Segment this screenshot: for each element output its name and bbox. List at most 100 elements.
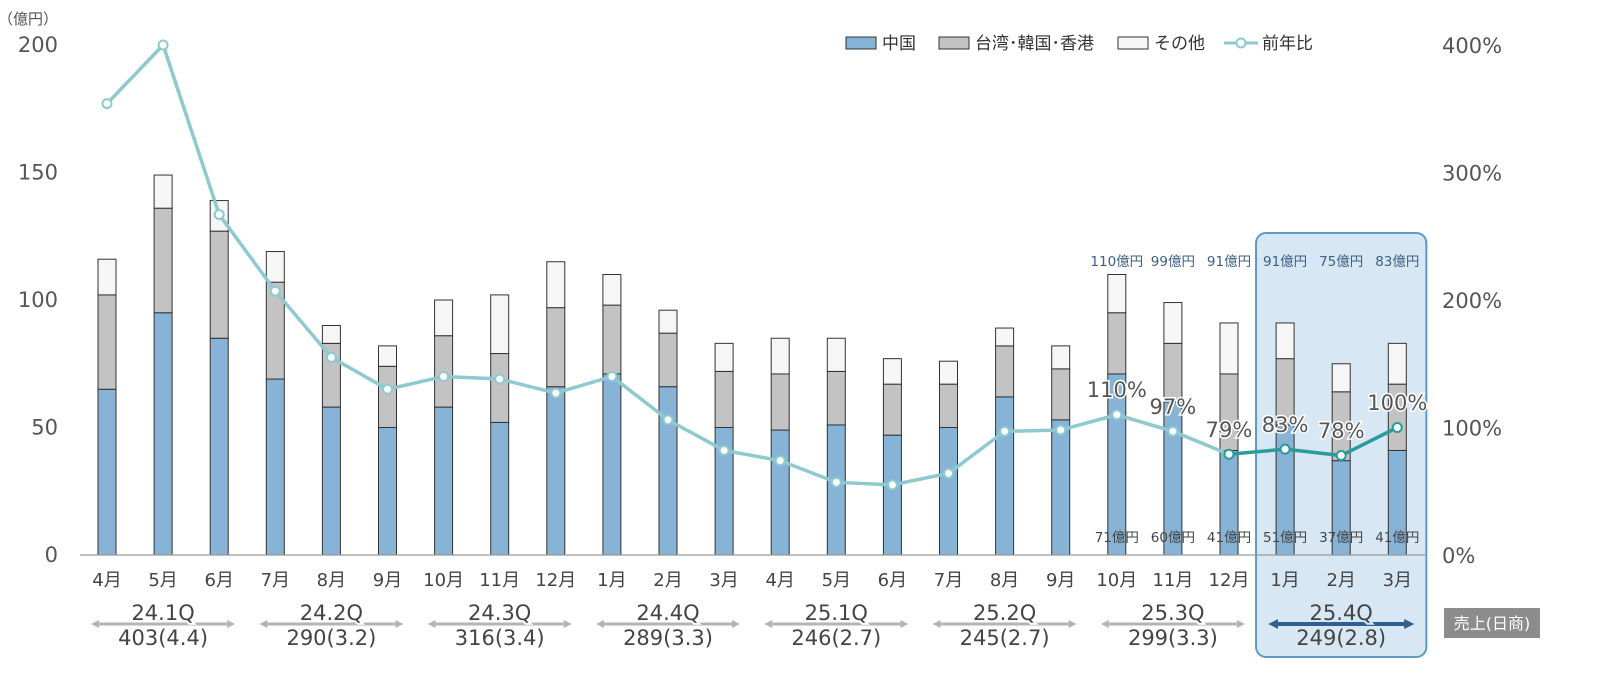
- china-label: 60億円: [1151, 530, 1195, 546]
- bar-segment-other: [153, 174, 173, 209]
- left-axis-tick: 200: [18, 33, 58, 57]
- yoy-marker: [1279, 443, 1291, 455]
- x-axis-tick: 12月: [1209, 570, 1250, 591]
- yoy-line-path-highlight: [1228, 425, 1399, 458]
- quarter-sales: 290(3.2): [286, 626, 376, 650]
- legend-label-yoy: 前年比: [1262, 34, 1313, 54]
- bar-segment-china: [97, 388, 117, 556]
- legend-swatch-other: [1117, 36, 1149, 50]
- china-label: 37億円: [1319, 530, 1363, 546]
- x-axis-tick: 9月: [1046, 570, 1075, 591]
- quarter-label: 24.1Q: [131, 601, 194, 625]
- yoy-marker: [662, 414, 674, 426]
- quarter-sales: 299(3.3): [1128, 626, 1218, 650]
- bar-segment-other: [321, 325, 341, 344]
- bar-segment-china: [995, 396, 1015, 556]
- x-axis-tick: 9月: [373, 570, 402, 591]
- x-axis-tick: 4月: [92, 570, 121, 591]
- quarter-label: 24.4Q: [636, 601, 699, 625]
- quarter-label: 25.2Q: [973, 601, 1036, 625]
- left-axis-tick: 50: [31, 416, 58, 440]
- left-axis-tick: 0: [45, 543, 58, 567]
- x-axis-tick: 2月: [653, 570, 682, 591]
- right-axis: 0% 100% 200% 300% 400%: [1442, 34, 1502, 568]
- bar-segment-taiwan: [97, 294, 117, 390]
- quarter-sales: 289(3.3): [623, 626, 713, 650]
- x-axis-tick: 5月: [822, 570, 851, 591]
- bars: [97, 174, 1407, 556]
- sales-tag-bg: [1444, 608, 1540, 638]
- bar-segment-taiwan: [882, 383, 902, 436]
- yoy-pct-label: 110%: [1087, 378, 1147, 402]
- bar-segment-taiwan: [490, 353, 510, 423]
- bar-segment-taiwan: [1163, 342, 1183, 403]
- bar-segment-taiwan: [1107, 312, 1127, 375]
- total-label: 91億円: [1263, 254, 1307, 270]
- yoy-pct-label: 100%: [1367, 391, 1427, 415]
- bar-segment-china: [490, 421, 510, 556]
- yoy-marker: [1111, 409, 1123, 421]
- bar-segment-taiwan: [995, 345, 1015, 398]
- bar-segment-china: [826, 424, 846, 556]
- bar-segment-taiwan: [209, 230, 229, 339]
- yoy-marker: [1335, 450, 1347, 462]
- right-axis-tick: 200%: [1442, 289, 1502, 313]
- yoy-marker: [774, 455, 786, 467]
- quarter-label: 25.1Q: [805, 601, 868, 625]
- china-label: 41億円: [1375, 530, 1419, 546]
- yoy-marker: [438, 371, 450, 382]
- yoy-marker: [943, 467, 954, 479]
- right-axis-tick: 300%: [1442, 162, 1502, 186]
- bar-segment-other: [490, 294, 510, 355]
- quarter-sales: 403(4.4): [118, 626, 208, 650]
- yoy-pct-label: 79%: [1206, 418, 1253, 442]
- yoy-marker: [1055, 424, 1067, 436]
- bar-segment-taiwan: [602, 304, 622, 375]
- total-label: 110億円: [1090, 254, 1143, 270]
- left-axis-unit: （億円）: [0, 10, 58, 28]
- yoy-pct-label: 97%: [1150, 395, 1197, 419]
- x-axis-tick: 10月: [1096, 570, 1137, 591]
- total-label: 83億円: [1375, 254, 1419, 270]
- bar-segment-taiwan: [153, 207, 173, 314]
- x-axis-tick: 4月: [765, 570, 794, 591]
- legend-label-taiwan: 台湾･韓国･香港: [975, 34, 1094, 54]
- yoy-marker: [1167, 425, 1179, 437]
- x-axis-tick: 8月: [990, 570, 1019, 591]
- china-label: 71億円: [1095, 530, 1139, 546]
- quarter-label: 24.2Q: [300, 601, 363, 625]
- x-axis-labels: 4月 5月 6月 7月 8月 9月 10月 11月 12月 1月 2月 3月 4月 5月 6月 7月 8月 9月 1…: [92, 570, 1412, 591]
- quarter-sales: 316(3.4): [455, 626, 545, 650]
- bar-segment-china: [265, 378, 285, 556]
- x-axis-tick: 8月: [317, 570, 346, 591]
- yoy-marker: [606, 371, 618, 382]
- yoy-marker: [999, 425, 1011, 437]
- bar-segment-china: [1051, 419, 1071, 556]
- yoy-marker: [382, 383, 393, 395]
- yoy-marker: [269, 285, 281, 297]
- bar-segment-china: [602, 373, 622, 556]
- sales-tag: 売上(日商): [1454, 614, 1531, 633]
- bar-segment-china: [209, 337, 229, 556]
- x-axis-tick: 2月: [1326, 570, 1355, 591]
- quarter-sales: 249(2.8): [1296, 626, 1386, 650]
- bar-segment-other: [1275, 322, 1295, 360]
- bar-segment-china: [770, 429, 790, 556]
- yoy-marker: [101, 98, 113, 110]
- x-axis-tick: 3月: [1383, 570, 1412, 591]
- yoy-marker: [830, 476, 842, 488]
- total-label: 75億円: [1319, 254, 1363, 270]
- bar-segment-other: [434, 299, 454, 337]
- x-axis-tick: 6月: [878, 570, 907, 591]
- bar-segment-other: [265, 251, 285, 283]
- bar-segment-china: [153, 312, 173, 556]
- bar-segment-china: [321, 406, 341, 556]
- bar-segment-taiwan: [658, 332, 678, 388]
- quarter-label: 25.4Q: [1310, 601, 1373, 625]
- bar-segment-china: [939, 427, 958, 556]
- bar-segment-other: [378, 345, 397, 367]
- yoy-marker: [1223, 448, 1235, 460]
- bar-segment-taiwan: [770, 373, 790, 431]
- total-label: 99億円: [1151, 254, 1195, 270]
- bar-segment-other: [658, 309, 678, 334]
